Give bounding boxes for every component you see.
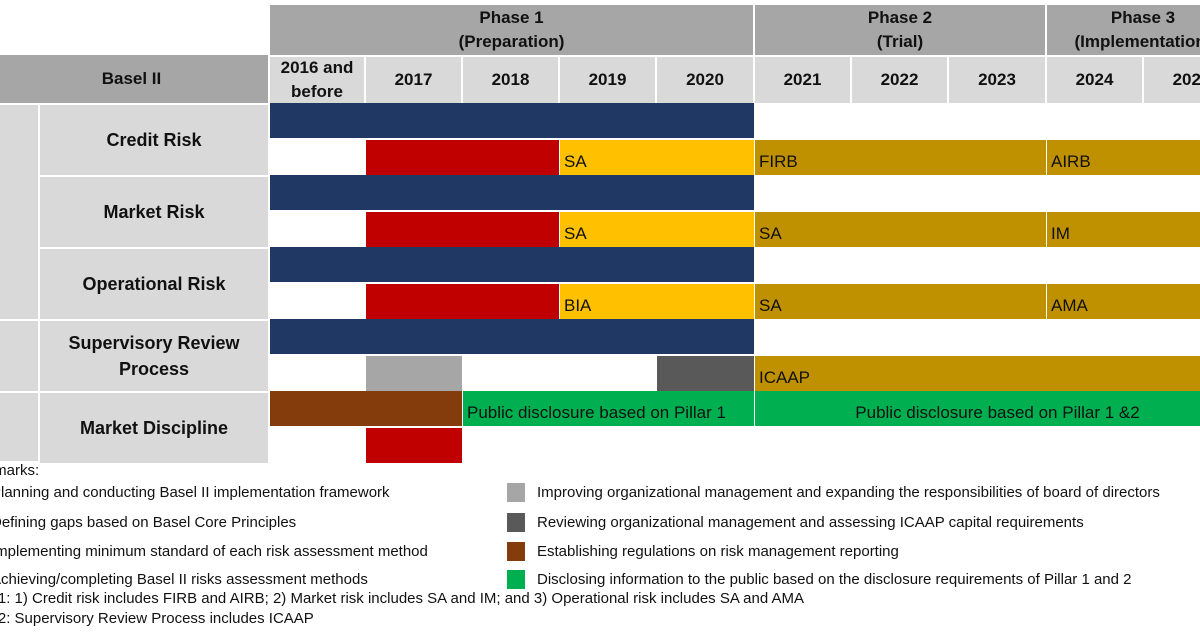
legend-item-text: Reviewing organizational management and … (537, 514, 1084, 531)
timeline-bar (366, 356, 462, 391)
timeline-bar: Public disclosure based on Pillar 1 &2 (755, 391, 1200, 426)
phase-header: Phase 2 (Trial) (755, 5, 1045, 55)
timeline-bar (657, 356, 754, 391)
basel-ii-header: Basel II (0, 55, 268, 103)
footnote: Note 2: Supervisory Review Process inclu… (0, 610, 314, 627)
timeline-bar: SA (755, 212, 1046, 247)
timeline-bar (270, 175, 754, 210)
legend-item-text: Planning and conducting Basel II impleme… (0, 484, 390, 501)
legend-item-text: Improving organizational management and … (537, 484, 1160, 501)
year-header-7: 2023 (949, 57, 1045, 103)
timeline-bar: Public disclosure based on Pillar 1 (463, 391, 754, 426)
legend-swatch (507, 483, 525, 502)
timeline-bar (270, 391, 462, 426)
timeline-bar: SA (755, 284, 1046, 319)
year-header-1: 2017 (366, 57, 461, 103)
legend-item-text: Achieving/completing Basel II risks asse… (0, 571, 368, 588)
row-label: Operational Risk (40, 249, 268, 319)
timeline-bar (366, 212, 559, 247)
timeline-bar: IM (1047, 212, 1200, 247)
timeline-bar (366, 428, 462, 463)
year-header-9: 2025 (1144, 57, 1200, 103)
year-header-4: 2020 (657, 57, 753, 103)
legend-title: Remarks: (0, 462, 40, 479)
row-label: Credit Risk (40, 105, 268, 175)
timeline-bar (366, 140, 559, 175)
row-label: Supervisory Review Process (40, 321, 268, 391)
year-header-0: 2016 and before (270, 57, 364, 103)
legend-item-text: Establishing regulations on risk managem… (537, 543, 899, 560)
timeline-bar (270, 319, 754, 354)
timeline-bar: FIRB (755, 140, 1046, 175)
legend-swatch (507, 570, 525, 589)
legend-item-text: Defining gaps based on Basel Core Princi… (0, 514, 297, 531)
timeline-bar (366, 284, 559, 319)
timeline-bar (270, 247, 754, 282)
legend-swatch (507, 513, 525, 532)
year-header-6: 2022 (852, 57, 947, 103)
row-label: Market Risk (40, 177, 268, 247)
footnote: Note 1: 1) Credit risk includes FIRB and… (0, 590, 805, 607)
phase-header: Phase 1 (Preparation) (270, 5, 753, 55)
year-header-8: 2024 (1047, 57, 1142, 103)
timeline-bar: BIA (560, 284, 754, 319)
pillar-label: Pillar 3 (0, 393, 38, 461)
pillar-label: Pillar 2 (0, 321, 38, 391)
year-header-3: 2019 (560, 57, 655, 103)
legend-swatch (507, 542, 525, 561)
row-label: Market Discipline (40, 393, 268, 463)
legend-item-text: Disclosing information to the public bas… (537, 571, 1132, 588)
timeline-bar: SA (560, 140, 754, 175)
pillar-label: Pillar 1 (0, 105, 38, 319)
timeline-bar: AIRB (1047, 140, 1200, 175)
timeline-bar (270, 103, 754, 138)
year-header-5: 2021 (755, 57, 850, 103)
legend-item-text: Implementing minimum standard of each ri… (0, 543, 428, 560)
phase-header: Phase 3 (Implementation) (1047, 5, 1200, 55)
timeline-bar: AMA (1047, 284, 1200, 319)
timeline-bar: SA (560, 212, 754, 247)
timeline-bar: ICAAP (755, 356, 1200, 391)
year-header-2: 2018 (463, 57, 558, 103)
